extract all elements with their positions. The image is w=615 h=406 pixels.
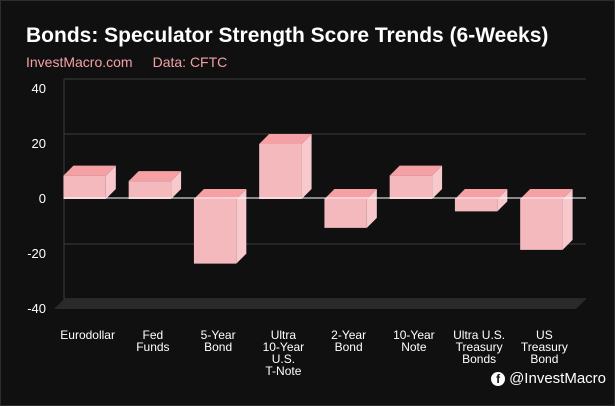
- x-tick-label: Fed: [143, 328, 164, 342]
- watermark: f @InvestMacro: [491, 370, 606, 387]
- y-tick-label: 0: [39, 191, 46, 206]
- bar-side: [497, 189, 508, 212]
- y-tick-label: -20: [27, 246, 46, 261]
- bar-top: [63, 165, 116, 176]
- bar-side: [366, 189, 377, 228]
- bar: [454, 199, 498, 212]
- data-source: Data: CFTC: [152, 54, 228, 70]
- facebook-icon: f: [491, 371, 506, 386]
- watermark-handle: @InvestMacro: [509, 370, 606, 387]
- bar-side: [301, 134, 312, 199]
- chart-title: Bonds: Speculator Strength Score Trends …: [26, 24, 549, 47]
- bar-side: [105, 165, 116, 199]
- bar: [193, 199, 237, 264]
- y-tick-label: 20: [32, 136, 46, 151]
- x-tick-label: 10-Year: [393, 328, 435, 342]
- x-tick-label: Note: [401, 340, 427, 354]
- y-tick-label: 40: [32, 81, 46, 96]
- bar-side: [171, 171, 182, 199]
- x-tick-label: T-Note: [265, 364, 301, 378]
- bar: [520, 199, 563, 250]
- bar: [259, 144, 302, 199]
- bar: [324, 199, 367, 228]
- x-tick-label: Bonds: [462, 352, 496, 366]
- bar: [63, 175, 106, 199]
- x-tick-label: Funds: [136, 340, 169, 354]
- x-tick-label: 5-Year: [201, 328, 236, 342]
- x-tick-label: US: [536, 328, 553, 342]
- bar-top: [389, 165, 443, 176]
- chart-floor: [54, 299, 586, 309]
- bar-top: [324, 189, 377, 199]
- bar-side: [432, 165, 443, 199]
- x-tick-label: Ultra U.S.: [453, 328, 505, 342]
- x-tick-label: Treasury: [521, 340, 568, 354]
- chart-subtitle: InvestMacro.com Data: CFTC: [26, 54, 227, 70]
- x-tick-label: 10-Year: [263, 340, 305, 354]
- x-tick-label: U.S.: [272, 352, 295, 366]
- x-tick-label: Bond: [204, 340, 232, 354]
- bar: [389, 175, 433, 199]
- x-tick-label: Bond: [530, 352, 558, 366]
- y-tick-label: -40: [27, 301, 46, 316]
- bar-side: [236, 189, 247, 264]
- bar-top: [454, 189, 508, 199]
- x-tick-label: Bond: [335, 340, 363, 354]
- bar-top: [193, 189, 247, 199]
- bar: [128, 181, 172, 199]
- x-tick-label: 2-Year: [331, 328, 366, 342]
- x-tick-label: Ultra: [271, 328, 297, 342]
- bar-top: [128, 171, 182, 182]
- x-tick-label: Treasury: [456, 340, 503, 354]
- bar-top: [259, 134, 312, 144]
- bar-top: [520, 189, 573, 199]
- source-site[interactable]: InvestMacro.com: [26, 54, 133, 70]
- bar-side: [562, 189, 573, 250]
- x-tick-label: Eurodollar: [60, 328, 115, 342]
